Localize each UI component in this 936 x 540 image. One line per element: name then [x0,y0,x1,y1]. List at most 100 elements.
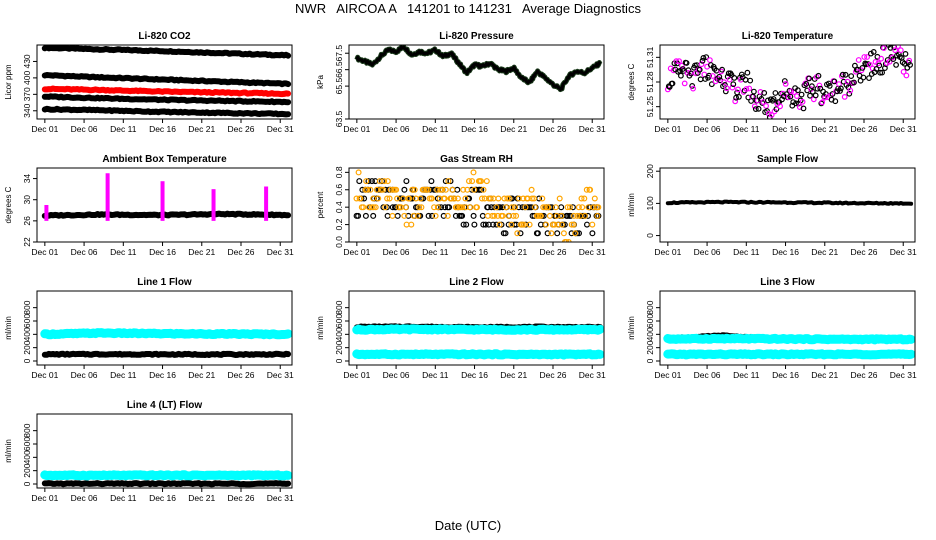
temperature-point [812,92,819,99]
chart-panel-10: Line 4 (LT) Flow ml/min Dec 01 Dec 06 Dec 11… [4,400,294,503]
temperature-point [800,105,807,112]
rh-point [384,195,391,202]
rh-point [425,186,432,193]
rh-point [565,239,572,242]
band-1 [352,324,604,335]
series-group [40,470,292,488]
temperature-point [730,81,737,88]
rh-point [402,204,409,211]
rh-point [584,212,591,219]
series-flow-b [663,349,915,360]
plot-frame [659,167,916,243]
x-tick-label: Dec 11 [422,124,449,134]
x-tick-label: Dec 21 [500,370,527,380]
rh-point [558,204,565,211]
y-tick-label: 200 [22,340,32,354]
band-1 [41,350,292,358]
plot-frame [348,44,605,120]
band-2 [663,349,915,360]
rh-point [496,221,503,228]
series-sample-flow [665,199,914,206]
rh-point [434,195,441,202]
temperature-point [683,60,690,66]
x-axis: Dec 01 Dec 06 Dec 11 Dec 16 Dec 21 Dec 26 Dec … [654,119,917,134]
temperature-point [772,90,779,96]
series-flow-b [41,350,292,358]
y-tick-label: 400 [22,450,32,464]
rh-point [572,230,579,237]
rh-point [498,221,505,228]
rh-point [579,204,586,211]
rh-point [434,204,441,211]
rh-point [367,186,374,193]
rh-point [470,212,477,219]
y-tick-label: 22 [22,237,32,247]
rh-point [594,212,601,219]
y-tick-label: 400 [334,327,344,341]
x-tick-label: Dec 11 [733,370,760,380]
main-title: NWR AIRCOA A 141201 to 141231 Average Di… [295,1,641,16]
rh-point [531,204,538,211]
y-tick-label: 400 [645,327,655,341]
rh-point [466,195,473,202]
rh-point [480,221,487,228]
x-tick-label: Dec 21 [811,370,838,380]
temperature-point [834,88,841,95]
x-tick-label: Dec 01 [31,124,58,134]
rh-point [386,195,393,202]
temperature-point [854,66,861,73]
rh-point [460,221,467,228]
chart-title: Li-820 CO2 [138,31,191,42]
temperature-point [879,69,885,76]
x-tick-label: Dec 11 [110,124,137,134]
rh-point [474,204,481,211]
plot-frame [36,290,293,366]
temperature-point [768,111,775,118]
series-co2-high-standard [41,45,292,59]
rh-point [360,204,367,211]
rh-point [534,230,541,237]
x-tick-label: Dec 11 [110,493,137,503]
rh-point [581,195,588,202]
rh-point [375,195,382,202]
temperature-point [726,76,733,83]
series-rh-alt [353,169,602,242]
band-1 [663,333,915,345]
rh-point [363,178,370,185]
temperature-point [721,79,727,86]
x-axis: Dec 01 Dec 06 Dec 11 Dec 16 Dec 21 Dec 26 Dec … [343,119,606,134]
temperature-point [732,98,739,105]
temperature-point [831,78,838,85]
x-tick-label: Dec 16 [772,247,799,257]
rh-point [505,221,512,228]
temperature-point [829,91,836,97]
rh-point [567,212,574,219]
y-tick-label: 430 [22,54,32,68]
y-tick-label: 600 [22,437,32,451]
rh-point [583,221,590,228]
rh-point [490,221,497,228]
y-axis: 63.5 65.566.567.5 [334,45,349,127]
rh-point [497,204,504,211]
rh-point [587,204,594,211]
y-tick-label: 0 [22,481,32,486]
temperature-point [733,94,739,101]
temperature-point [699,57,706,64]
y-tick-label: 0.8 [334,166,344,178]
x-tick-label: Dec 31 [579,124,606,134]
temperature-point [744,69,751,76]
plot-frame [348,167,605,243]
x-tick-label: Dec 26 [228,124,255,134]
rh-point [431,204,438,211]
plot-frame [348,290,605,366]
rh-point [384,212,391,219]
rh-point [481,195,488,202]
x-tick-label: Dec 01 [343,124,370,134]
temperature-point [818,100,825,107]
rh-point [499,212,506,219]
rh-point [365,178,372,185]
rh-point [554,230,561,237]
temperature-point [907,62,913,68]
